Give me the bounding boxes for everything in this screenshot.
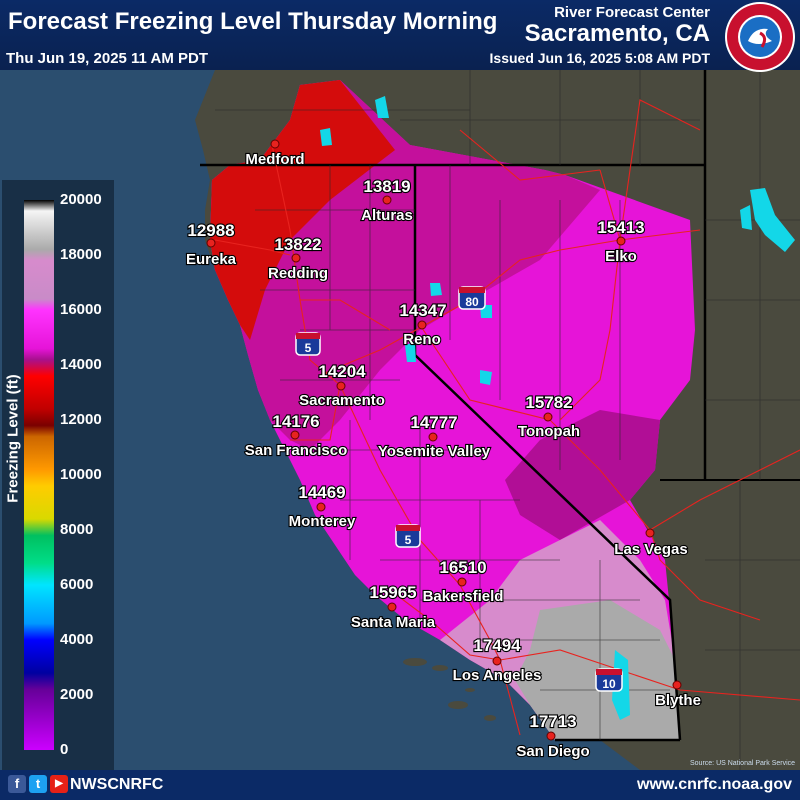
footer-bar: f t ▶ NWSCNRFC www.cnrfc.noaa.gov	[0, 770, 800, 800]
interstate-5-south-label: 5	[405, 533, 412, 547]
legend-tick: 4000	[60, 631, 94, 648]
valid-time: Thu Jun 19, 2025 11 AM PDT	[6, 50, 209, 67]
legend-tick: 14000	[60, 356, 102, 373]
map-title: Forecast Freezing Level Thursday Morning	[8, 8, 498, 35]
city-santa-maria: 15965 Santa Maria	[350, 582, 437, 632]
svg-text:14204: 14204	[318, 362, 366, 381]
svg-text:17494: 17494	[473, 636, 521, 655]
city-medford: Medford	[244, 139, 306, 169]
svg-text:13822: 13822	[274, 235, 321, 254]
interstate-10-label: 10	[602, 677, 616, 691]
legend-tick: 20000	[60, 191, 102, 208]
nws-logo	[725, 2, 795, 72]
city-yosemite-valley: 14777 Yosemite Valley	[377, 412, 492, 461]
city-reno: 14347 Reno	[398, 300, 447, 349]
interstate-80-shield: 80	[458, 286, 486, 310]
city-alturas: 13819 Alturas	[360, 176, 414, 225]
city-monterey: 14469 Monterey	[288, 482, 358, 531]
svg-text:Santa Maria: Santa Maria	[351, 614, 436, 631]
svg-text:15965: 15965	[369, 583, 416, 602]
zone-14000-nv	[505, 410, 660, 540]
svg-text:Redding: Redding	[268, 265, 328, 282]
agency-name: River Forecast Center	[554, 4, 710, 21]
city-tonopah: 15782 Tonopah	[517, 392, 581, 441]
issued-time: Issued Jun 16, 2025 5:08 AM PDT	[489, 50, 710, 66]
youtube-icon[interactable]: ▶	[50, 775, 68, 793]
svg-text:17713: 17713	[529, 712, 576, 731]
source-note: Source: US National Park Service	[690, 760, 796, 767]
legend-tick: 6000	[60, 576, 94, 593]
legend-title: Freezing Level (ft)	[4, 374, 22, 503]
interstate-5-south-shield: 5	[395, 524, 421, 548]
city-san-diego: 17713 San Diego	[515, 711, 591, 761]
svg-text:Tonopah: Tonopah	[518, 423, 580, 440]
twitter-icon[interactable]: t	[29, 775, 47, 793]
facebook-icon[interactable]: f	[8, 775, 26, 793]
svg-text:Bakersfield: Bakersfield	[423, 588, 504, 605]
svg-text:Elko: Elko	[605, 248, 637, 265]
svg-text:15782: 15782	[525, 393, 572, 412]
website-link[interactable]: www.cnrfc.noaa.gov	[637, 776, 792, 793]
svg-text:16510: 16510	[439, 558, 486, 577]
svg-text:Yosemite Valley: Yosemite Valley	[378, 443, 491, 460]
city-blythe: Blythe	[654, 680, 702, 710]
svg-text:San Francisco: San Francisco	[245, 442, 348, 459]
city-redding: 13822 Redding	[267, 234, 329, 283]
interstate-5-label: 5	[305, 341, 312, 355]
legend-tick: 0	[60, 741, 69, 758]
legend-tick: 10000	[60, 466, 102, 483]
agency-location: Sacramento, CA	[524, 20, 710, 47]
svg-text:Los Angeles: Los Angeles	[453, 667, 542, 684]
header-bar: Forecast Freezing Level Thursday Morning…	[0, 0, 800, 72]
city-san-francisco: 14176 San Francisco	[244, 411, 349, 460]
svg-text:Blythe: Blythe	[655, 692, 701, 709]
svg-text:Monterey: Monterey	[289, 513, 356, 530]
city-sacramento: 14204 Sacramento	[298, 361, 386, 410]
city-las-vegas: Las Vegas	[613, 528, 689, 559]
social-handle[interactable]: NWSCNRFC	[70, 776, 164, 793]
legend-tick: 16000	[60, 301, 102, 318]
svg-text:Sacramento: Sacramento	[299, 392, 385, 409]
city-eureka: 12988 Eureka	[185, 220, 238, 269]
svg-text:13819: 13819	[363, 177, 410, 196]
svg-text:12988: 12988	[187, 221, 234, 240]
svg-text:Las Vegas: Las Vegas	[614, 541, 687, 558]
svg-text:14469: 14469	[298, 483, 345, 502]
svg-text:Alturas: Alturas	[361, 207, 413, 224]
svg-text:Eureka: Eureka	[186, 251, 237, 268]
freezing-level-map: 5 80 5 10 Medford 12988 Eureka 13822 Red…	[0, 70, 800, 770]
svg-text:Medford: Medford	[245, 151, 304, 168]
legend-tick: 12000	[60, 411, 102, 428]
legend: 20000 18000 16000 14000 12000 10000 8000…	[2, 180, 114, 770]
city-los-angeles: 17494 Los Angeles	[452, 635, 543, 685]
interstate-5-north-shield: 5	[295, 332, 321, 356]
interstate-80-label: 80	[465, 295, 479, 309]
city-bakersfield: 16510 Bakersfield	[421, 557, 504, 606]
svg-text:San Diego: San Diego	[516, 743, 589, 760]
svg-text:Reno: Reno	[403, 331, 441, 348]
interstate-10-shield: 10	[595, 668, 623, 692]
svg-text:15413: 15413	[597, 218, 644, 237]
svg-text:14176: 14176	[272, 412, 319, 431]
svg-text:14777: 14777	[410, 413, 457, 432]
legend-tick: 8000	[60, 521, 94, 538]
legend-tick: 18000	[60, 246, 102, 263]
svg-text:14347: 14347	[399, 301, 446, 320]
city-elko: 15413 Elko	[596, 217, 645, 266]
legend-tick: 2000	[60, 686, 94, 703]
legend-color-bar	[24, 200, 54, 750]
